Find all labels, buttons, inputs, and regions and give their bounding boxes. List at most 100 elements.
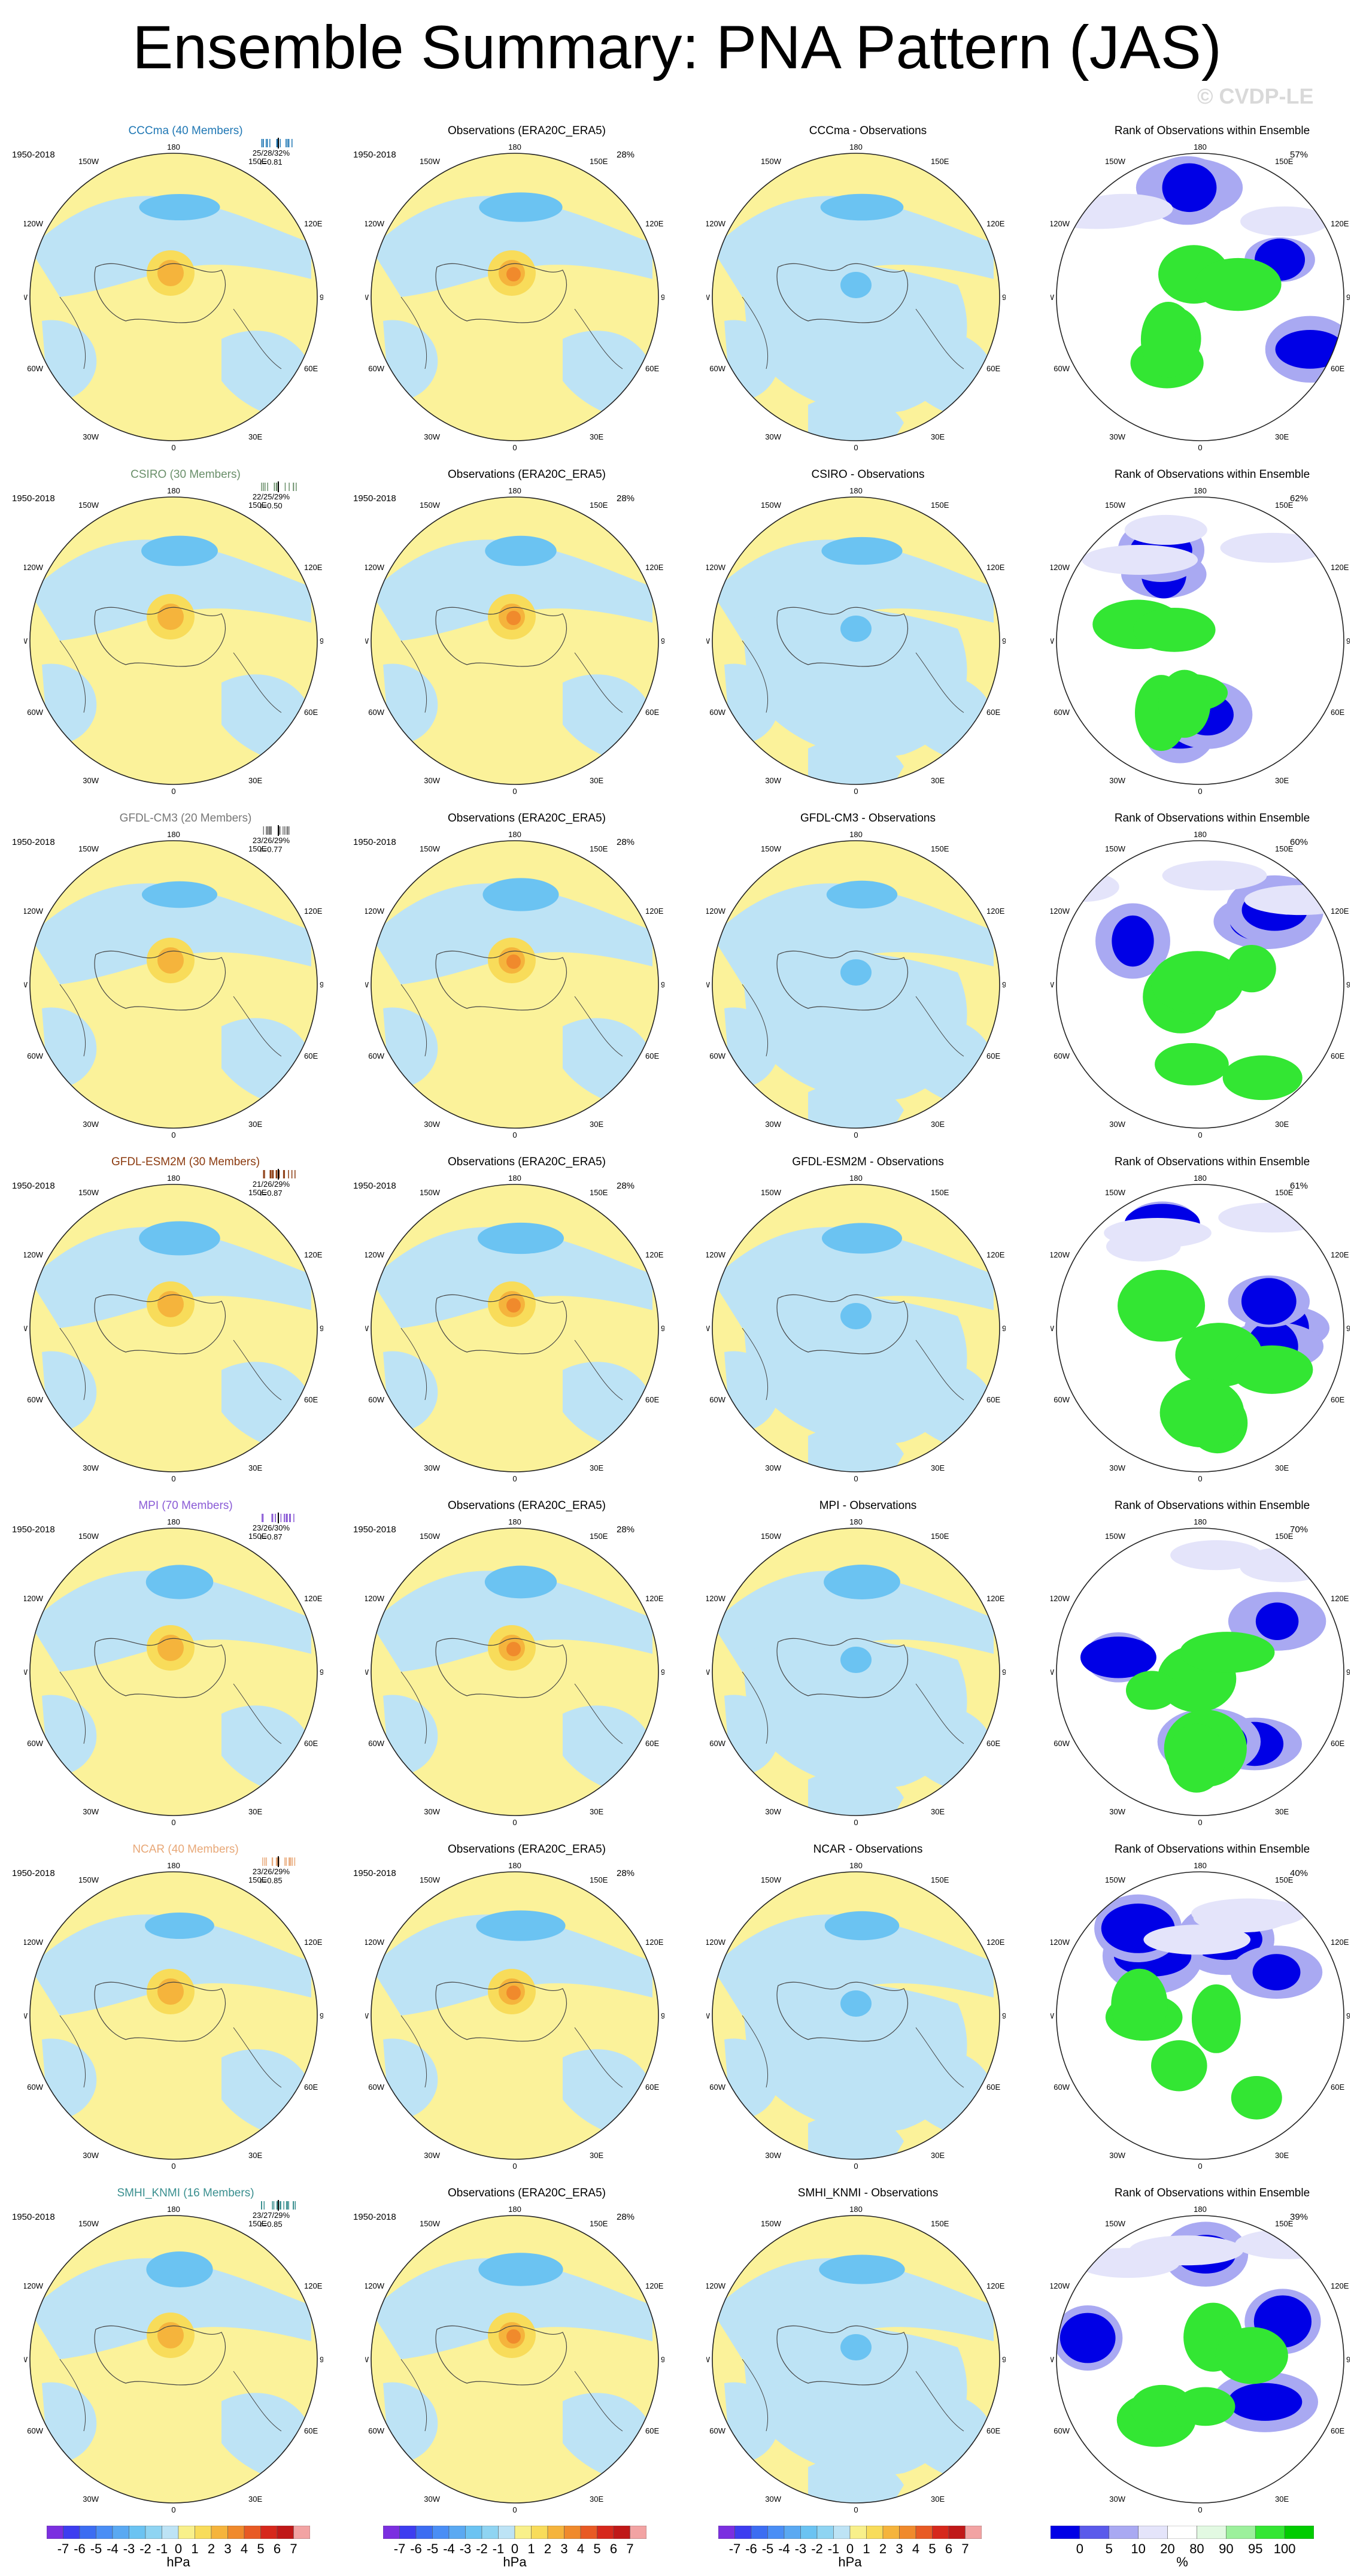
panel-obs-6: Observations (ERA20C_ERA5) 1950-2018 28% 18… bbox=[353, 2187, 676, 2528]
rank-region bbox=[1222, 1055, 1303, 1101]
lon-label-120e: 120E bbox=[645, 563, 664, 572]
negative-anomaly-core bbox=[139, 193, 220, 221]
lon-label-30e: 30E bbox=[590, 1463, 603, 1472]
colorbar-percent: 0 5 10 20 80 90 95 100% bbox=[1051, 2526, 1314, 2569]
lon-label-120w: 120W bbox=[1051, 907, 1070, 916]
coastline bbox=[742, 640, 964, 713]
negative-anomaly-region bbox=[371, 2258, 652, 2359]
lon-label-90e: 90E bbox=[661, 980, 664, 989]
colorbar-tick: 5 bbox=[257, 2541, 265, 2556]
rank-region bbox=[1130, 2384, 1194, 2432]
lon-label-30w: 30W bbox=[424, 2151, 440, 2160]
negative-anomaly-region bbox=[371, 540, 652, 641]
lon-label-180: 180 bbox=[167, 143, 180, 151]
colorbar-tick: 5 bbox=[1105, 2541, 1113, 2556]
positive-anomaly-core bbox=[157, 1291, 184, 1317]
lon-label-120w: 120W bbox=[24, 1250, 44, 1259]
rank-region bbox=[1162, 163, 1217, 213]
pattern-stats: 23/27/29% r=0.85 bbox=[244, 2211, 298, 2229]
rank-region bbox=[1191, 1984, 1241, 2053]
coastline bbox=[776, 1981, 909, 2042]
lon-label-150e: 150E bbox=[248, 844, 267, 853]
lon-label-30e: 30E bbox=[248, 1807, 262, 1816]
positive-anomaly-core bbox=[157, 604, 184, 630]
colorbar-tick: 5 bbox=[928, 2541, 936, 2556]
lon-label-120w: 120W bbox=[365, 1938, 385, 1947]
lon-label-180: 180 bbox=[1194, 2205, 1207, 2214]
lon-label-150e: 150E bbox=[590, 2219, 608, 2228]
lon-label-30e: 30E bbox=[931, 1807, 945, 1816]
colorbar-swatch bbox=[178, 2526, 195, 2539]
pattern-correlation: r=0.85 bbox=[260, 1876, 283, 1885]
pattern-correlation: r=0.50 bbox=[260, 501, 283, 510]
lon-label-30e: 30E bbox=[931, 776, 945, 785]
colorbar-swatch bbox=[816, 2526, 834, 2539]
lon-label-60e: 60E bbox=[1331, 1051, 1344, 1060]
lon-label-90w: 90W bbox=[24, 2011, 28, 2020]
variance-percent: 28% bbox=[617, 1525, 635, 1535]
panel-obs-1: Observations (ERA20C_ERA5) 1950-2018 28% 18… bbox=[353, 468, 676, 810]
variance-explained: 23/27/29% bbox=[252, 2211, 290, 2220]
colorbar-swatch bbox=[833, 2526, 851, 2539]
colorbar-unit: hPa bbox=[503, 2554, 527, 2569]
lon-label-120e: 120E bbox=[986, 563, 1005, 572]
lon-label-90w: 90W bbox=[706, 980, 711, 989]
lon-label-60w: 60W bbox=[1054, 2426, 1070, 2435]
lon-label-120w: 120W bbox=[24, 1938, 44, 1947]
variance-percent: 28% bbox=[617, 1181, 635, 1191]
colorbar-swatch bbox=[564, 2526, 581, 2539]
lon-label-150e: 150E bbox=[931, 1532, 949, 1541]
member-spread-marker bbox=[251, 1169, 305, 1180]
period-label: 1950-2018 bbox=[353, 1181, 396, 1191]
lon-label-60w: 60W bbox=[709, 708, 725, 717]
lon-label-60w: 60W bbox=[368, 2426, 384, 2435]
lon-label-60w: 60W bbox=[709, 1739, 725, 1748]
rank-region bbox=[1241, 1278, 1297, 1325]
colorbar-swatch bbox=[1051, 2526, 1080, 2539]
negative-anomaly-region bbox=[742, 1638, 967, 1789]
rank-region bbox=[1175, 2387, 1235, 2426]
lon-label-120w: 120W bbox=[365, 907, 385, 916]
lon-label-120e: 120E bbox=[304, 1250, 323, 1259]
negative-anomaly-region bbox=[30, 540, 311, 641]
map-boundary bbox=[712, 1184, 1000, 1472]
lon-label-60e: 60E bbox=[304, 2426, 318, 2435]
lon-label-180: 180 bbox=[508, 1174, 521, 1183]
member-spread-marker bbox=[251, 1513, 305, 1523]
lon-label-30e: 30E bbox=[1275, 432, 1289, 441]
colorbar-tick: -5 bbox=[761, 2541, 774, 2556]
colorbar-swatch bbox=[415, 2526, 433, 2539]
lon-label-90w: 90W bbox=[24, 1668, 28, 1677]
rank-region bbox=[1143, 1925, 1251, 1955]
rank-map: 180 0 150W 120W 90W 60W 30W 150E 120E 90E 60E 30E bbox=[1051, 2205, 1350, 2514]
lon-label-30w: 30W bbox=[83, 1807, 99, 1816]
coastline bbox=[435, 263, 567, 323]
positive-anomaly-core bbox=[157, 1635, 184, 1661]
rank-percent: 57% bbox=[1290, 150, 1309, 160]
panel-diff-6: SMHI_KNMI - Observations 180 0 150W 120W 90W 6… bbox=[694, 2187, 1018, 2528]
lon-label-150w: 150W bbox=[761, 1188, 782, 1197]
lon-label-150w: 150W bbox=[78, 1875, 99, 1884]
period-label: 1950-2018 bbox=[12, 837, 55, 847]
rank-map: 180 0 150W 120W 90W 60W 30W 150E 120E 90E 60E 30E bbox=[1051, 1517, 1350, 1827]
lon-label-150e: 150E bbox=[1275, 1875, 1294, 1884]
lon-label-90w: 90W bbox=[365, 293, 369, 302]
colorbar-tick: -7 bbox=[728, 2541, 741, 2556]
coastline bbox=[59, 984, 282, 1057]
lon-label-150w: 150W bbox=[1105, 157, 1126, 166]
lon-label-60w: 60W bbox=[709, 364, 725, 373]
pattern-correlation: r=0.81 bbox=[260, 157, 283, 166]
lon-label-90e: 90E bbox=[1346, 1668, 1350, 1677]
variance-explained: 21/26/29% bbox=[252, 1180, 290, 1189]
polar-map: 180 0 150W 120W 90W 60W 30W 150E 120E 90E 60E 30E bbox=[365, 2205, 664, 2514]
colorbar-swatch bbox=[498, 2526, 515, 2539]
positive-anomaly-core bbox=[157, 260, 184, 286]
lon-label-120e: 120E bbox=[1331, 1250, 1349, 1259]
polar-map: 180 0 150W 120W 90W 60W 30W 150E 120E 90E 60E 30E bbox=[365, 1517, 664, 1827]
lon-label-90w: 90W bbox=[706, 2355, 711, 2364]
pattern-stats: 23/26/29% r=0.77 bbox=[244, 836, 298, 854]
colorbar-swatch bbox=[1226, 2526, 1256, 2539]
lon-label-150e: 150E bbox=[1275, 2219, 1294, 2228]
pattern-stats: 23/26/29% r=0.85 bbox=[244, 1867, 298, 1885]
colorbar-swatch bbox=[383, 2526, 400, 2539]
